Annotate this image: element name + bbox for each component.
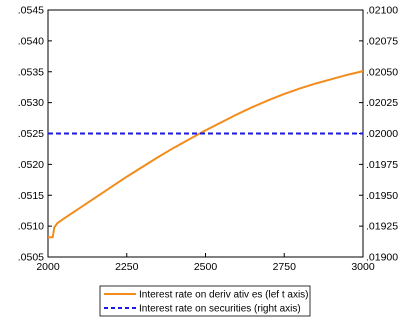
left-tick-label: .0510 — [18, 221, 44, 233]
right-tick-label: .02075 — [366, 35, 398, 47]
right-axis-ticks: .01900 .01925 .01950 .01975 .02000 .02025 .020… — [359, 5, 398, 264]
right-tick-label: .01950 — [366, 190, 398, 202]
left-tick-label: .0545 — [18, 5, 44, 17]
right-tick-label: .01975 — [366, 159, 398, 171]
legend-box — [99, 285, 311, 317]
left-tick-label: .0505 — [18, 252, 44, 264]
x-tick-label: 2500 — [194, 261, 218, 273]
legend-label-derivatives: Interest rate on deriv ativ es (lef t ax… — [139, 290, 309, 301]
right-tick-label: .02000 — [366, 128, 398, 140]
right-tick-label: .01900 — [366, 252, 398, 264]
x-axis-ticks: 2000 2250 2500 2750 3000 — [36, 253, 375, 273]
right-tick-label: .01925 — [366, 221, 398, 233]
left-tick-label: .0515 — [18, 190, 44, 202]
left-tick-label: .0520 — [18, 159, 44, 171]
left-tick-label: .0540 — [18, 35, 44, 47]
x-tick-label: 2750 — [273, 261, 297, 273]
left-tick-label: .0535 — [18, 66, 44, 78]
x-tick-label: 2250 — [115, 261, 139, 273]
legend-label-securities: Interest rate on securities (right axis) — [139, 304, 301, 315]
series-layer — [48, 70, 364, 239]
right-tick-label: .02100 — [366, 5, 398, 17]
right-tick-label: .02025 — [366, 97, 398, 109]
right-tick-label: .02050 — [366, 66, 398, 78]
left-tick-label: .0525 — [18, 128, 44, 140]
x-tick-label: 2000 — [36, 261, 60, 273]
left-tick-label: .0530 — [18, 97, 44, 109]
left-axis-ticks: .0505 .0510 .0515 .0520 .0525 .0530 .0535 .0540… — [18, 5, 52, 264]
legend: Interest rate on deriv ativ es (lef t ax… — [99, 285, 311, 317]
x-tick-label: 3000 — [351, 261, 375, 273]
series-line-derivatives — [48, 70, 364, 239]
